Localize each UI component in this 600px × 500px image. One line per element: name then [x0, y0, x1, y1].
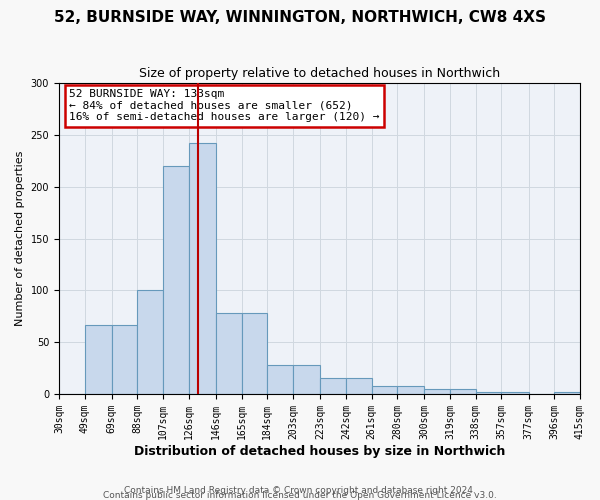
Bar — [137, 290, 163, 394]
Bar — [371, 386, 397, 394]
Text: Contains public sector information licensed under the Open Government Licence v3: Contains public sector information licen… — [103, 491, 497, 500]
Bar — [320, 378, 346, 394]
Bar — [163, 166, 189, 394]
Bar — [397, 386, 424, 394]
Bar — [216, 313, 242, 394]
Bar — [554, 392, 580, 394]
Bar — [502, 392, 529, 394]
Bar — [189, 143, 216, 394]
Bar — [424, 389, 450, 394]
Title: Size of property relative to detached houses in Northwich: Size of property relative to detached ho… — [139, 68, 500, 80]
Text: Contains HM Land Registry data © Crown copyright and database right 2024.: Contains HM Land Registry data © Crown c… — [124, 486, 476, 495]
Text: 52, BURNSIDE WAY, WINNINGTON, NORTHWICH, CW8 4XS: 52, BURNSIDE WAY, WINNINGTON, NORTHWICH,… — [54, 10, 546, 25]
Bar — [242, 313, 268, 394]
X-axis label: Distribution of detached houses by size in Northwich: Distribution of detached houses by size … — [134, 444, 505, 458]
Bar — [346, 378, 371, 394]
Bar — [112, 324, 137, 394]
Bar — [293, 365, 320, 394]
Bar — [476, 392, 502, 394]
Bar — [268, 365, 293, 394]
Text: 52 BURNSIDE WAY: 133sqm
← 84% of detached houses are smaller (652)
16% of semi-d: 52 BURNSIDE WAY: 133sqm ← 84% of detache… — [70, 90, 380, 122]
Bar — [450, 389, 476, 394]
Bar — [85, 324, 112, 394]
Y-axis label: Number of detached properties: Number of detached properties — [15, 151, 25, 326]
